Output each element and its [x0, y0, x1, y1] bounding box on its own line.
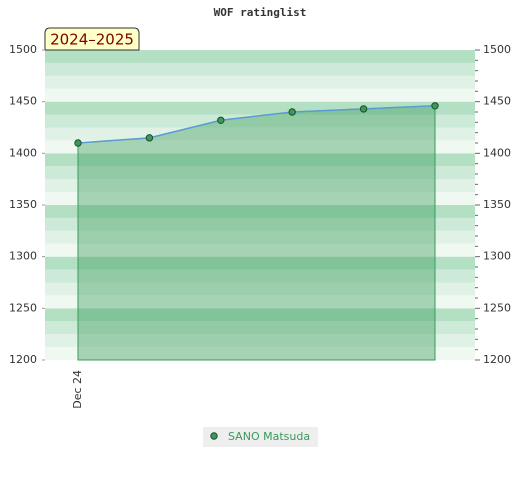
point	[431, 102, 439, 110]
y2-tick-label: 1400	[483, 146, 511, 159]
y-tick-label: 1450	[9, 95, 37, 108]
point	[145, 134, 154, 142]
band	[45, 62, 475, 76]
area	[77, 105, 436, 361]
band	[45, 308, 475, 322]
legend-label: SANO Matsuda	[228, 430, 310, 443]
band	[45, 153, 475, 167]
band	[45, 88, 475, 102]
band	[45, 50, 475, 63]
plot	[74, 102, 439, 361]
line	[77, 105, 436, 144]
y2-tick-label: 1250	[483, 301, 511, 314]
y2-tick-label: 1450	[483, 95, 511, 108]
band	[45, 282, 475, 296]
y2-tick-label: 1350	[483, 198, 511, 211]
band	[45, 256, 475, 270]
band	[45, 75, 475, 89]
y-tick-label: 1300	[9, 250, 37, 263]
band	[45, 101, 475, 115]
y-tick-label: 1500	[9, 43, 37, 56]
band	[45, 192, 475, 205]
y-tick-label: 1200	[9, 353, 37, 366]
band	[45, 179, 475, 193]
band	[45, 140, 475, 154]
badge-box	[44, 27, 140, 51]
y2-tick-label: 1200	[483, 353, 511, 366]
y-tick-label: 1400	[9, 146, 37, 159]
y2-tick-label: 1300	[483, 250, 511, 263]
point	[288, 108, 296, 116]
band	[45, 295, 475, 309]
band	[45, 205, 475, 218]
point	[217, 116, 225, 124]
y-tick-label: 1350	[9, 198, 37, 211]
band	[45, 243, 475, 257]
band	[45, 269, 475, 283]
y2-tick-label: 1500	[483, 43, 511, 56]
badge-text: 2024–2025	[50, 31, 134, 49]
band	[45, 114, 475, 128]
band	[45, 217, 475, 231]
chart-title: WOF ratinglist	[214, 6, 307, 19]
band	[45, 321, 475, 335]
background-bands	[45, 50, 475, 360]
point	[359, 105, 368, 113]
legend-marker	[210, 432, 218, 440]
band	[45, 166, 475, 180]
band	[45, 334, 475, 348]
legend-box	[203, 427, 318, 447]
band	[45, 230, 475, 244]
band	[45, 347, 475, 360]
x-tick-label: Dec 24	[71, 370, 84, 409]
point	[74, 139, 82, 147]
y-tick-label: 1250	[9, 301, 37, 314]
